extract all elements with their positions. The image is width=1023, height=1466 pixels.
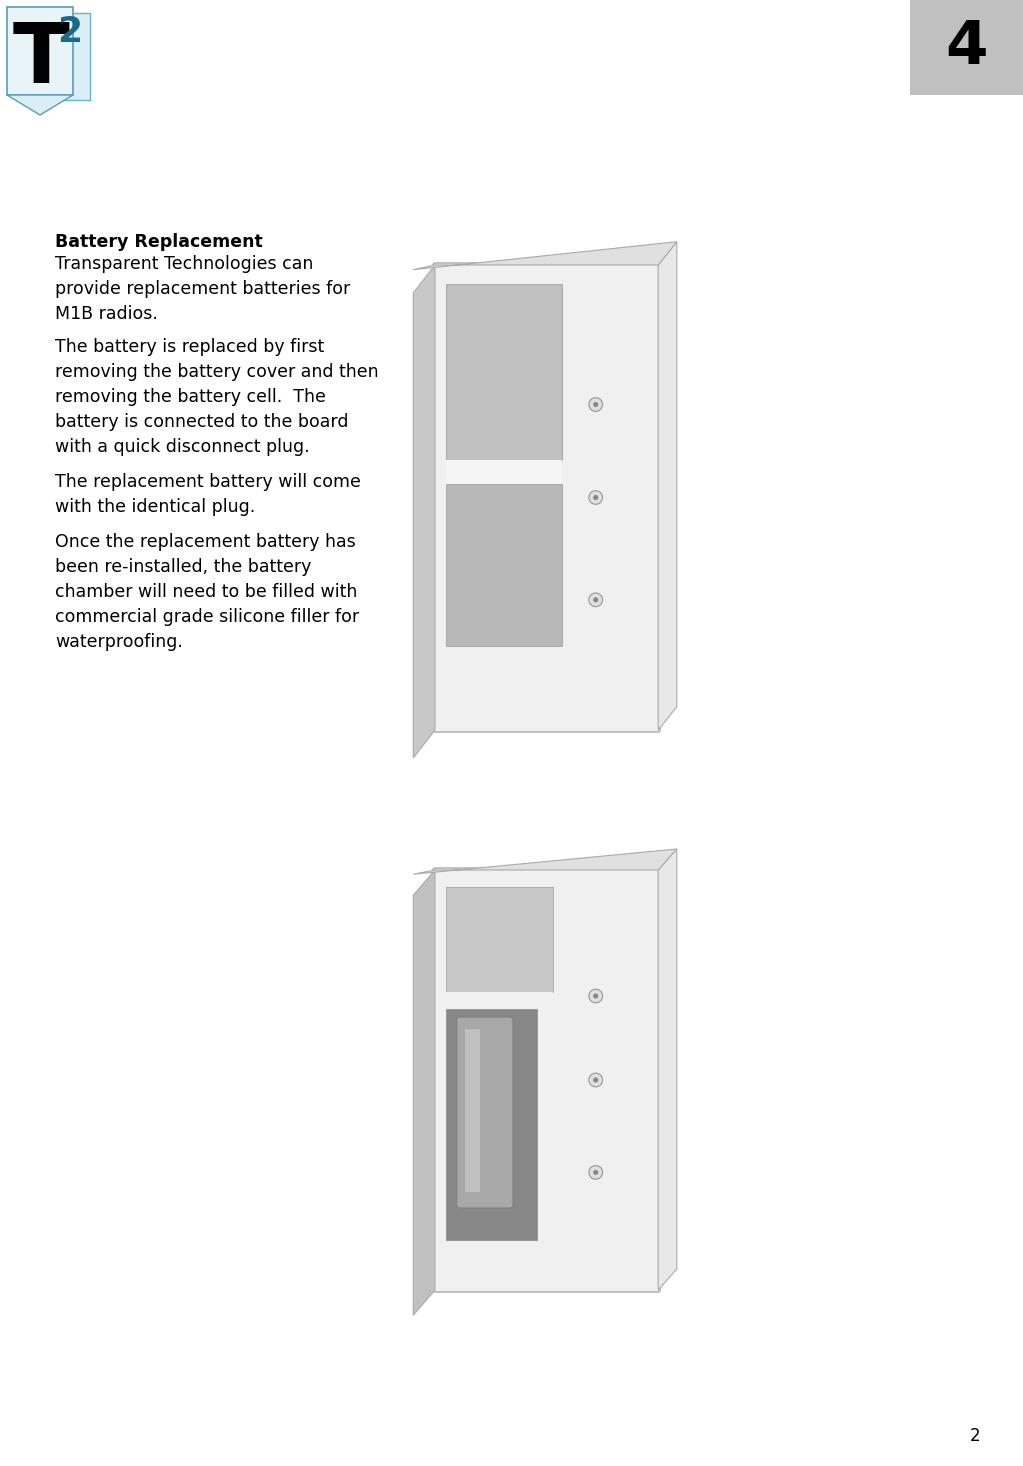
Circle shape xyxy=(593,1078,597,1082)
Bar xyxy=(446,460,563,484)
FancyBboxPatch shape xyxy=(457,1017,513,1208)
Circle shape xyxy=(593,403,597,406)
Circle shape xyxy=(593,598,597,601)
Circle shape xyxy=(593,496,597,500)
Polygon shape xyxy=(7,95,73,114)
Bar xyxy=(446,484,563,647)
Text: The battery is replaced by first
removing the battery cover and then
removing th: The battery is replaced by first removin… xyxy=(55,339,379,456)
Circle shape xyxy=(589,1073,603,1086)
Polygon shape xyxy=(413,242,677,270)
Text: 2: 2 xyxy=(57,15,82,48)
Circle shape xyxy=(589,592,603,607)
Text: 4: 4 xyxy=(945,18,988,78)
Polygon shape xyxy=(658,849,677,1290)
Circle shape xyxy=(593,1170,597,1174)
Bar xyxy=(446,1009,537,1240)
FancyBboxPatch shape xyxy=(433,868,660,1292)
Circle shape xyxy=(589,990,603,1003)
Polygon shape xyxy=(413,869,435,1315)
Circle shape xyxy=(593,994,597,998)
Bar xyxy=(464,1029,480,1192)
Circle shape xyxy=(589,397,603,412)
Text: The replacement battery will come
with the identical plug.: The replacement battery will come with t… xyxy=(55,474,361,516)
Polygon shape xyxy=(413,265,435,758)
Polygon shape xyxy=(7,7,73,95)
Circle shape xyxy=(589,1165,603,1179)
Polygon shape xyxy=(658,242,677,730)
Circle shape xyxy=(589,491,603,504)
Bar xyxy=(446,992,553,1009)
Bar xyxy=(446,283,563,460)
Polygon shape xyxy=(23,13,90,100)
Text: 2: 2 xyxy=(970,1426,980,1445)
Text: Transparent Technologies can
provide replacement batteries for
M1B radios.: Transparent Technologies can provide rep… xyxy=(55,255,350,323)
FancyBboxPatch shape xyxy=(433,262,660,732)
Bar xyxy=(910,0,1023,95)
Polygon shape xyxy=(413,849,677,874)
Text: Battery Replacement: Battery Replacement xyxy=(55,233,263,251)
Text: T: T xyxy=(13,19,70,100)
Text: Once the replacement battery has
been re-installed, the battery
chamber will nee: Once the replacement battery has been re… xyxy=(55,534,359,651)
Bar xyxy=(446,887,553,992)
